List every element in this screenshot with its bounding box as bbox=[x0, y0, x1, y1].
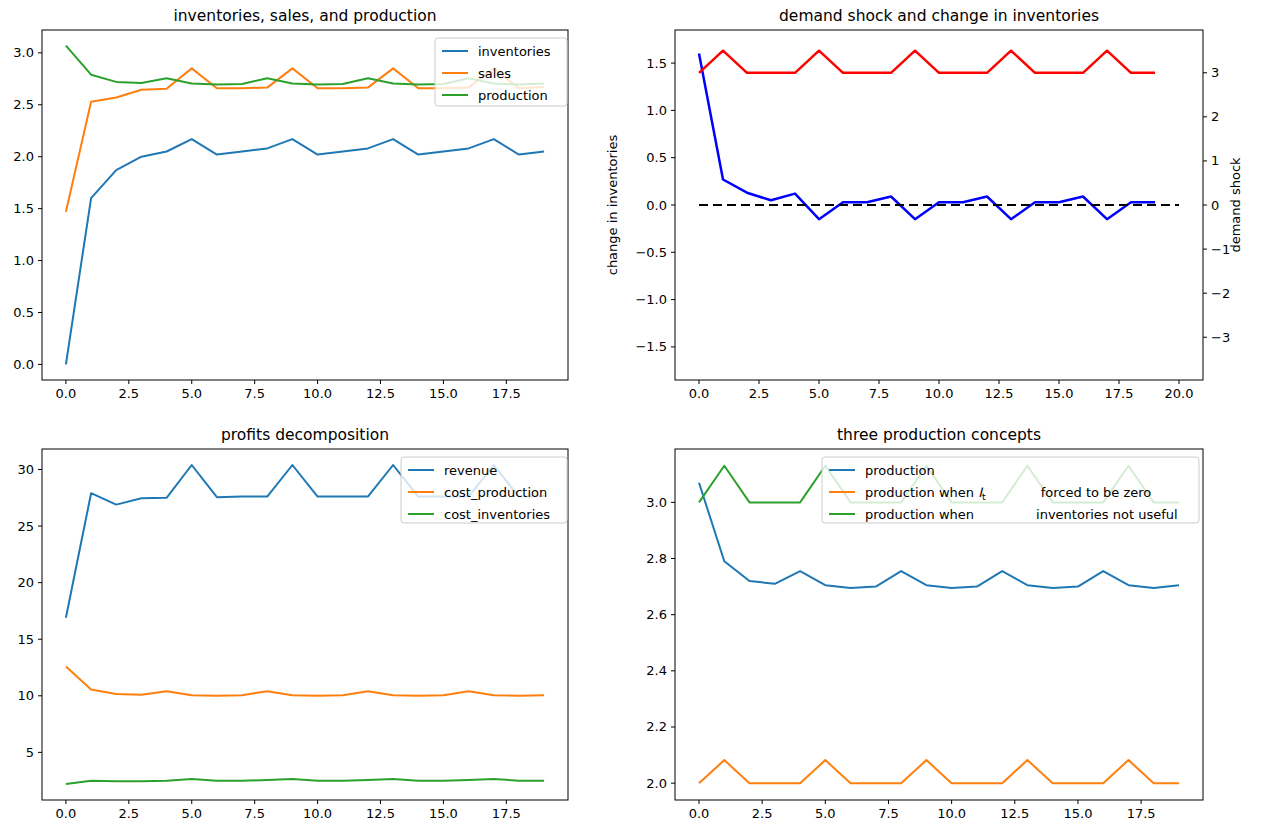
x-tick-label: 17.5 bbox=[492, 806, 521, 821]
x-tick-label: 12.5 bbox=[366, 806, 395, 821]
x-tick-label: 12.5 bbox=[985, 386, 1014, 401]
series-line-cost-production bbox=[66, 666, 544, 695]
y-tick-label: 3.0 bbox=[13, 45, 34, 60]
chart-title: three production concepts bbox=[837, 426, 1041, 444]
x-tick-label: 0.0 bbox=[56, 386, 77, 401]
y-tick-label: 2.6 bbox=[646, 607, 667, 622]
y-tick-label: 2.4 bbox=[646, 663, 667, 678]
x-tick-label: 12.5 bbox=[366, 386, 395, 401]
x-tick-label: 0.0 bbox=[689, 806, 710, 821]
y-tick-label: 10 bbox=[17, 688, 34, 703]
legend-label-sales: sales bbox=[478, 66, 511, 81]
series-line-inventories bbox=[66, 139, 544, 364]
chart-title: inventories, sales, and production bbox=[173, 7, 436, 25]
y-tick-label: −1.5 bbox=[635, 339, 667, 354]
legend-label-production: production bbox=[478, 88, 548, 103]
x-tick-label: 10.0 bbox=[925, 386, 954, 401]
right-y-tick-label: −3 bbox=[1211, 330, 1230, 345]
y-tick-label: 0.0 bbox=[646, 198, 667, 213]
y-tick-label: 30 bbox=[17, 462, 34, 477]
x-tick-label: 2.5 bbox=[118, 806, 139, 821]
series-line-production-when-i-t-forced-to-be-zero bbox=[699, 760, 1179, 783]
x-tick-label: 5.0 bbox=[809, 386, 830, 401]
y-tick-label: 20 bbox=[17, 575, 34, 590]
x-tick-label: 5.0 bbox=[181, 386, 202, 401]
x-tick-label: 17.5 bbox=[1105, 386, 1134, 401]
series-line-change-in-inventories bbox=[699, 54, 1155, 220]
x-tick-label: 0.0 bbox=[56, 806, 77, 821]
x-tick-label: 2.5 bbox=[118, 386, 139, 401]
y-tick-label: 0.0 bbox=[13, 357, 34, 372]
y-tick-label: 5 bbox=[26, 745, 34, 760]
x-tick-label: 7.5 bbox=[869, 386, 890, 401]
legend-label-production: production bbox=[865, 463, 935, 478]
x-tick-label: 10.0 bbox=[303, 386, 332, 401]
y-tick-label: 2.0 bbox=[646, 776, 667, 791]
y-tick-label: 15 bbox=[17, 632, 34, 647]
y-tick-label: 1.0 bbox=[646, 103, 667, 118]
y-tick-label: 2.0 bbox=[13, 149, 34, 164]
x-tick-label: 7.5 bbox=[244, 386, 265, 401]
legend-label-inventories: inventories bbox=[478, 44, 551, 59]
x-tick-label: 17.5 bbox=[1127, 806, 1156, 821]
x-tick-label: 5.0 bbox=[815, 806, 836, 821]
x-tick-label: 2.5 bbox=[752, 806, 773, 821]
chart-three-production-concepts: 0.0 2.5 5.0 7.5 10.0 12.5 15.0 17.5 2.0 2.2 2.4 2.6… bbox=[646, 426, 1203, 821]
y-tick-label: −1.0 bbox=[635, 292, 667, 307]
x-tick-label: 15.0 bbox=[429, 806, 458, 821]
x-tick-label: 10.0 bbox=[937, 806, 966, 821]
y-axis-label: change in inventories bbox=[605, 135, 620, 276]
y-tick-label: 1.5 bbox=[13, 201, 34, 216]
y-tick-label: 0.5 bbox=[13, 305, 34, 320]
x-tick-label: 10.0 bbox=[303, 806, 332, 821]
series-line-demand-shock bbox=[699, 51, 1155, 73]
y-tick-label: 1.0 bbox=[13, 253, 34, 268]
y-tick-label: 2.8 bbox=[646, 551, 667, 566]
x-tick-label: 15.0 bbox=[429, 386, 458, 401]
chart-demand-shock-and-change-in-inventories: 0.02.55.07.510.012.515.017.520.0−1.5−1.0… bbox=[605, 7, 1243, 401]
right-y-tick-label: 3 bbox=[1211, 65, 1219, 80]
chart-inventories-sales-production: 0.0 2.5 5.0 7.5 10.0 12.5 15.0 17.5 0.0 0.5 1.0 1.5… bbox=[13, 7, 568, 401]
chart-profits-decomposition: 0.0 2.5 5.0 7.5 10.0 12.5 15.0 17.5 5 10 15 20 25 30 p… bbox=[17, 426, 568, 821]
legend-label-cost-inventories: cost_inventories bbox=[444, 507, 550, 522]
y-tick-label: 0.5 bbox=[646, 150, 667, 165]
x-tick-label: 5.0 bbox=[181, 806, 202, 821]
right-y-tick-label: 2 bbox=[1211, 109, 1219, 124]
x-tick-label: 15.0 bbox=[1063, 806, 1092, 821]
y-tick-label: 2.2 bbox=[646, 719, 667, 734]
x-tick-label: 17.5 bbox=[492, 386, 521, 401]
y-tick-label: 1.5 bbox=[646, 56, 667, 71]
matplotlib-figure: 0.02.55.07.510.012.515.017.50.00.51.01.5… bbox=[0, 0, 1264, 834]
x-tick-label: 2.5 bbox=[749, 386, 770, 401]
x-tick-label: 12.5 bbox=[1000, 806, 1029, 821]
right-y-tick-label: 0 bbox=[1211, 198, 1219, 213]
chart-title: demand shock and change in inventories bbox=[779, 7, 1099, 25]
legend-label-cost-production: cost_production bbox=[444, 485, 547, 500]
right-y-tick-label: 1 bbox=[1211, 153, 1219, 168]
x-tick-label: 7.5 bbox=[878, 806, 899, 821]
x-tick-label: 0.0 bbox=[689, 386, 710, 401]
figure-canvas: 0.02.55.07.510.012.515.017.50.00.51.01.5… bbox=[0, 0, 1264, 834]
x-tick-label: 15.0 bbox=[1045, 386, 1074, 401]
y-tick-label: −0.5 bbox=[635, 245, 667, 260]
y-tick-label: 2.5 bbox=[13, 97, 34, 112]
chart-title: profits decomposition bbox=[221, 426, 389, 444]
x-tick-label: 7.5 bbox=[244, 806, 265, 821]
right-y-tick-label: −2 bbox=[1211, 286, 1230, 301]
legend-label-revenue: revenue bbox=[444, 463, 497, 478]
series-line-cost-inventories bbox=[66, 779, 544, 784]
y-tick-label: 25 bbox=[17, 519, 34, 534]
x-tick-label: 20.0 bbox=[1165, 386, 1194, 401]
right-y-axis-label: demand shock bbox=[1228, 157, 1243, 253]
y-tick-label: 3.0 bbox=[646, 495, 667, 510]
